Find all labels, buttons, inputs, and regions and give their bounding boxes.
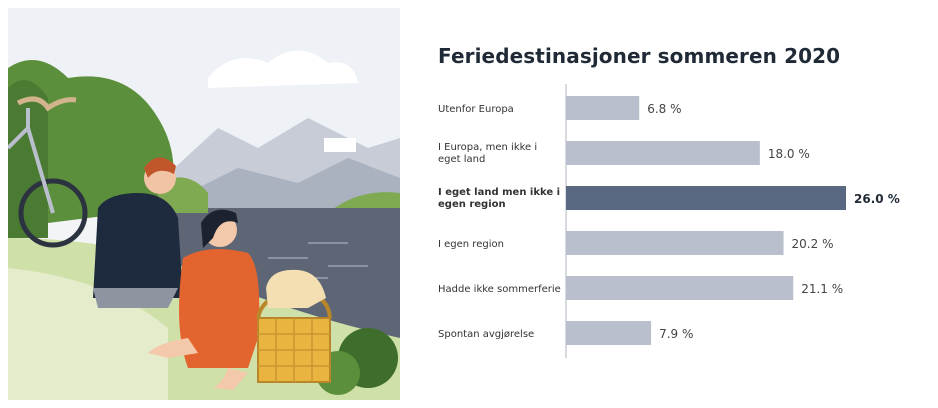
value-label-3: 20.2 %: [792, 237, 834, 251]
category-label-line: Utenfor Europa: [438, 104, 514, 115]
category-label-line: egen region: [438, 199, 506, 210]
house: [324, 138, 356, 152]
bar-4: [566, 276, 794, 300]
category-label-5: Spontan avgjørelse: [438, 329, 534, 340]
value-label-2: 26.0 %: [854, 192, 900, 206]
picnic-illustration: [8, 8, 400, 400]
category-label-line: I eget land men ikke i: [438, 187, 560, 198]
bar-3: [566, 231, 784, 255]
picnic-basket: [256, 269, 332, 383]
bar-1: [566, 141, 760, 165]
category-label-2: I eget land men ikke i egen region: [438, 187, 560, 210]
value-label-0: 6.8 %: [647, 102, 681, 116]
chart-title: Feriedestinasjoner sommeren 2020: [438, 44, 841, 68]
category-label-line: Hadde ikke sommerferie: [438, 284, 561, 295]
category-label-4: Hadde ikke sommerferie: [438, 284, 561, 295]
bar-2: [566, 186, 846, 210]
category-label-line: eget land: [438, 154, 485, 165]
bar-0: [566, 96, 640, 120]
value-label-4: 21.1 %: [801, 282, 843, 296]
category-label-1: I Europa, men ikke i eget land: [438, 142, 537, 165]
bicycle: [8, 96, 88, 248]
category-label-line: Spontan avgjørelse: [438, 329, 534, 340]
category-label-3: I egen region: [438, 239, 504, 250]
category-label-0: Utenfor Europa: [438, 104, 514, 115]
category-label-line: I egen region: [438, 239, 504, 250]
woman-figure: [148, 209, 260, 390]
man-figure: [93, 157, 183, 308]
bar-5: [566, 321, 652, 345]
value-label-5: 7.9 %: [659, 327, 693, 341]
category-label-line: I Europa, men ikke i: [438, 142, 537, 153]
value-label-1: 18.0 %: [768, 147, 810, 161]
